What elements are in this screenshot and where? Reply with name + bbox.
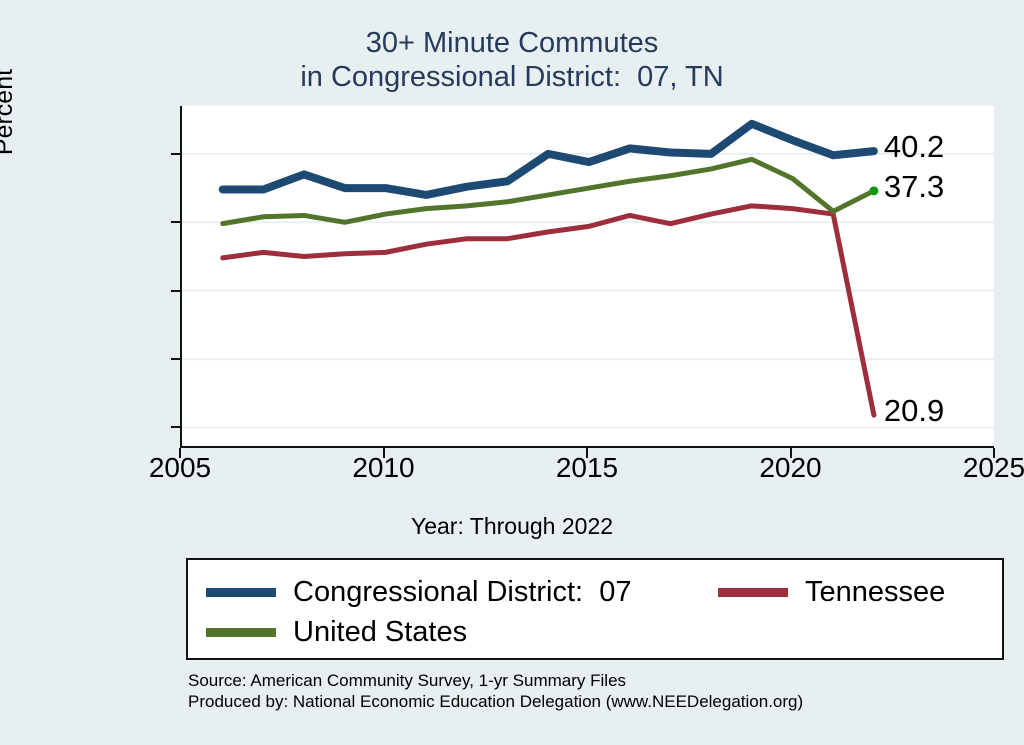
x-axis-title: Year: Through 2022 [410, 513, 614, 539]
legend-swatch-tennessee [718, 587, 788, 597]
chart-title-line-1: 30+ Minute Commutes [365, 27, 659, 59]
legend-item-tennessee[interactable]: Tennessee [718, 577, 945, 607]
y-tick-mark-3 [171, 221, 180, 224]
legend-item-united-states[interactable]: United States [206, 617, 467, 647]
x-tick-mark-2 [586, 448, 588, 458]
series-line-1 [220, 203, 877, 418]
chart-title-line-2: in Congressional District: 07, TN [300, 61, 724, 93]
state-endpoint-label: 37.3 [883, 168, 945, 204]
x-tick-mark-3 [789, 448, 792, 458]
plot-area [180, 106, 996, 448]
x-tick-mark-1 [382, 448, 385, 458]
legend-label-district: Congressional District: 07 [293, 576, 632, 608]
series-line-0 [218, 119, 878, 199]
footer-source-line: Source: American Community Survey, 1-yr … [188, 671, 627, 690]
legend-label-united-states: United States [293, 616, 468, 648]
chart-title: 30+ Minute Commutes in Congressional Dis… [0, 26, 1024, 94]
x-tick-mark-0 [179, 448, 181, 458]
x-tick-label-2025: 2025 [962, 452, 1024, 483]
y-tick-mark-0 [171, 426, 180, 429]
y-axis-title: Percent [0, 68, 18, 156]
series-canvas [182, 119, 996, 429]
y-tick-mark-1 [171, 358, 180, 361]
series-line-2 [220, 156, 877, 227]
legend-swatch-district [206, 587, 276, 597]
chart-legend: Congressional District: 07 Tennessee Uni… [186, 558, 1004, 660]
series-end-marker-2 [869, 186, 879, 196]
legend-item-district[interactable]: Congressional District: 07 [206, 577, 631, 607]
y-tick-mark-4 [171, 152, 180, 155]
footer-producer-line: Produced by: National Economic Education… [188, 692, 804, 711]
legend-swatch-united-states [206, 627, 276, 637]
x-tick-mark-4 [993, 448, 995, 458]
chart-footer: Source: American Community Survey, 1-yr … [188, 670, 803, 712]
nation-endpoint-label: 20.9 [883, 393, 945, 429]
y-tick-mark-2 [171, 289, 180, 292]
district-endpoint-label: 40.2 [883, 129, 945, 165]
legend-label-tennessee: Tennessee [805, 576, 946, 608]
